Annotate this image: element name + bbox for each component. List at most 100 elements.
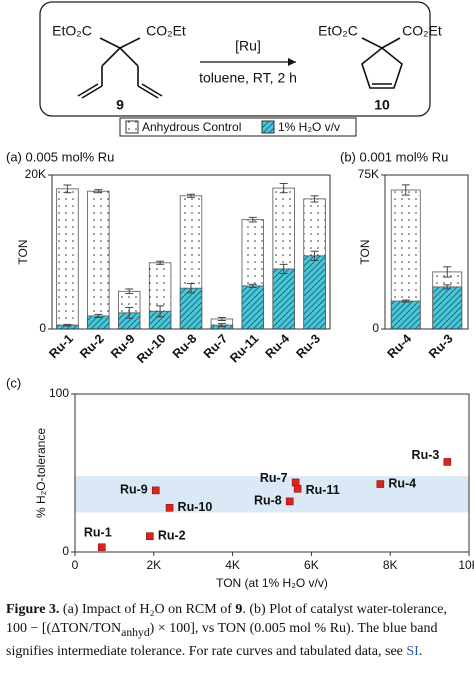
product-group: CO₂Et (402, 23, 442, 39)
bar (303, 255, 326, 330)
x-axis-label: TON (at 1% H₂O v/v) (216, 576, 328, 590)
point (376, 480, 385, 488)
point (291, 478, 300, 487)
error-bar (187, 193, 195, 198)
point-label: Ru-1 (84, 526, 112, 540)
error-bar (156, 260, 165, 265)
y-tick-label: 0 (372, 321, 379, 335)
arrow-head (288, 58, 296, 66)
x-tick-label: 6K (304, 558, 319, 572)
point (293, 484, 302, 493)
caption-text: (a) Impact of H₂O on RCM of (59, 602, 236, 617)
tolerance-band (75, 476, 469, 513)
plot-frame (74, 393, 470, 553)
error-bar (125, 306, 134, 319)
y-axis-label: TON (358, 239, 372, 264)
point (151, 486, 160, 495)
reactant-group: CO₂Et (146, 23, 186, 39)
caption-subscript: anhyd (121, 625, 150, 639)
x-tick-label: 10K (458, 558, 474, 572)
y-tick-label: 100 (49, 386, 69, 400)
bar (241, 285, 264, 330)
point-label: Ru-10 (178, 500, 213, 514)
y-tick-label: 0 (62, 544, 69, 558)
error-bar (279, 263, 288, 275)
x-tick-label: 0 (72, 558, 79, 572)
panel-title: (b) 0.001 mol% Ru (340, 149, 448, 164)
x-tick-label: Ru-4 (263, 332, 293, 362)
legend-label: 1% H₂O v/v (278, 120, 340, 134)
caption-link[interactable]: SI (406, 643, 419, 659)
point (443, 458, 452, 466)
point-label: Ru-11 (306, 483, 340, 497)
point (165, 503, 174, 512)
error-bar (94, 313, 103, 318)
error-bar (310, 250, 319, 261)
legend-swatch (125, 120, 139, 134)
reactant-group: EtO₂C (52, 23, 92, 39)
caption-compound: 9 (235, 602, 243, 617)
x-tick-label: 2K (146, 558, 161, 572)
panel-title: (a) 0.005 mol% Ru (6, 149, 114, 164)
x-tick-label: Ru-3 (293, 332, 323, 362)
error-bar (443, 266, 452, 278)
compound-label: 9 (116, 97, 124, 113)
conditions: toluene, RT, 2 h (199, 70, 297, 86)
error-bar (401, 184, 410, 196)
x-tick-label: Ru-8 (170, 332, 200, 362)
point (285, 497, 294, 506)
error-bar (187, 283, 195, 294)
figure: EtO₂C CO₂Et 9 [Ru] toluene, RT, 2 h EtO₂… (6, 1, 474, 590)
bar (390, 300, 421, 330)
x-tick-label: Ru-11 (227, 332, 261, 366)
caption: Figure 3. (a) Impact of H₂O on RCM of 9.… (6, 600, 468, 661)
legend-label: Anhydrous Control (142, 120, 241, 134)
error-bar (125, 288, 134, 295)
x-tick-label: Ru-7 (201, 332, 231, 362)
caption-text: . (418, 643, 423, 659)
point (97, 543, 106, 552)
bar (432, 286, 463, 330)
caption-label: Figure 3. (6, 602, 60, 617)
x-tick-label: Ru-10 (134, 332, 168, 366)
caption-text: ) × 100], vs TON (0.005 mol % Ru). The b… (6, 621, 438, 659)
point-label: Ru-4 (388, 476, 416, 490)
plot-frame (51, 174, 331, 330)
legend-frame (119, 117, 357, 137)
y-tick-label: 20K (25, 167, 46, 181)
point-label: Ru-3 (412, 448, 440, 462)
y-axis-label: TON (16, 239, 30, 264)
error-bar (217, 323, 226, 328)
scheme-frame (39, 1, 431, 117)
product-group: EtO₂C (318, 23, 358, 39)
x-tick-label: Ru-4 (385, 332, 415, 362)
error-bar (63, 184, 72, 194)
error-bar (63, 323, 72, 327)
error-bar (156, 305, 165, 318)
error-bar (279, 182, 288, 194)
product-structure (361, 37, 403, 89)
compound-label: 10 (374, 97, 390, 113)
legend-swatch (261, 120, 275, 134)
point-label: Ru-2 (158, 528, 186, 542)
point (146, 532, 154, 541)
error-bar (310, 195, 319, 203)
x-tick-label: Ru-2 (77, 332, 107, 362)
error-bar (248, 216, 257, 223)
error-bar (217, 316, 226, 322)
point-label: Ru-8 (254, 494, 282, 508)
bar (56, 188, 79, 330)
caption-text: . (b) Plot of catalyst water-tolerance, … (6, 602, 447, 636)
x-tick-label: 4K (225, 558, 240, 572)
bar (87, 190, 110, 330)
x-tick-label: Ru-1 (46, 332, 76, 362)
point-label: Ru-9 (120, 483, 148, 497)
x-tick-label: 8K (383, 558, 398, 572)
plot-frame (384, 174, 469, 330)
x-tick-label: Ru-3 (426, 332, 456, 362)
reagent: [Ru] (235, 38, 261, 54)
error-bar (248, 283, 257, 288)
point-label: Ru-7 (260, 471, 288, 485)
y-tick-label: 0 (39, 321, 46, 335)
